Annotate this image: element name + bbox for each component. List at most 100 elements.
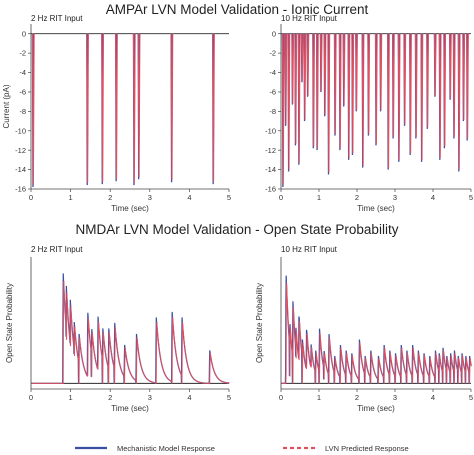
lvn-spike [409,33,412,154]
x-tick-label: 4 [187,193,191,202]
lvn-spike [433,33,437,96]
lvn-spike [281,33,285,185]
y-tick-label: -10 [15,126,26,135]
lvn-spike [347,33,351,158]
lvn-spike [457,33,461,170]
x-tick-label: 5 [227,393,231,402]
lvn-spike [294,33,298,144]
lvn-spike [426,33,429,128]
x-tick-label: 2 [355,393,359,402]
lvn-spike [319,33,323,92]
x-tick-label: 3 [393,193,397,202]
y-tick-label: -2 [19,49,26,58]
nmda-10hz-panel: 10 Hz RIT Input 0 1 2 3 4 5 Time (sec) Open Stat… [255,245,473,413]
y-tick-label: -8 [269,107,276,116]
lvn-spike [306,33,310,96]
x-tick-label: 1 [69,193,73,202]
y-tick-label: -16 [15,185,26,194]
x-tick-label: 2 [355,193,359,202]
panel-title: 2 Hz RIT Input [31,245,83,254]
lvn-spike [115,33,118,180]
mechanistic-trace [281,275,472,384]
y-tick-label: -2 [269,49,276,58]
lvn-spike [101,33,104,182]
panel-title: 2 Hz RIT Input [31,14,83,23]
y-axis-label: Open State Probability [255,283,264,363]
y-axis-label: Current (pA) [2,84,11,128]
lvn-spike [351,33,355,154]
nmda-2hz-panel: 2 Hz RIT Input 0 1 2 3 4 5 Time (sec) Open State… [5,245,231,413]
ampa-2hz-panel: 2 Hz RIT Input 0 1 2 3 4 5 0 -2 -4 -6 -8 -10 -12 -14 -1… [2,14,231,213]
lvn-spike [327,33,331,173]
ampa-10hz-panel: 10 Hz RIT Input 0 1 2 3 4 5 0 -2 -4 -6 -8 -10 -12 -14 -… [265,14,473,213]
x-tick-label: 3 [148,393,152,402]
x-tick-label: 1 [69,393,73,402]
x-tick-label: 4 [431,393,435,402]
y-tick-label: -6 [269,88,276,97]
lvn-spike [379,33,383,111]
y-tick-label: -14 [15,165,26,174]
lvn-spike [361,33,365,166]
legend-lvn-label: LVN Predicted Response [325,444,409,453]
lvn-spike [397,33,401,160]
x-tick-label: 0 [29,193,33,202]
lvn-spike [462,33,466,120]
lvn-spike [31,33,35,185]
x-axis-label: Time (sec) [111,204,149,213]
lvn-spike [333,33,337,135]
top-section-title: AMPAr LVN Model Validation - Ionic Curre… [106,2,369,17]
lvn-spike [300,33,304,82]
y-tick-label: -4 [19,68,26,77]
lvn-spike [287,33,291,170]
y-tick-label: -6 [19,88,26,97]
lvn-spike [212,33,215,182]
lvn-spike [420,33,424,160]
x-tick-label: 0 [279,393,283,402]
x-tick-label: 3 [393,393,397,402]
y-tick-label: 0 [22,29,26,38]
lvn-spike [449,33,452,99]
lvn-trace [31,281,230,385]
lvn-spike [86,33,89,183]
lvn-spike [392,33,395,137]
y-tick-label: -14 [265,165,276,174]
lvn-spike [137,33,141,178]
x-tick-label: 1 [317,393,321,402]
bottom-section-title: NMDAr LVN Model Validation - Open State … [76,222,399,237]
lvn-spike [297,33,301,163]
legend: Mechanistic Model Response LVN Predicted… [75,444,409,453]
x-tick-label: 0 [29,393,33,402]
x-tick-label: 5 [227,193,231,202]
lvn-spike [291,33,295,104]
lvn-trace [281,283,472,384]
lvn-spike [367,33,371,135]
lvn-spike [132,33,136,183]
lvn-spike [338,33,342,149]
y-tick-label: -8 [19,107,26,116]
x-tick-label: 2 [108,393,112,402]
lvn-spike [438,33,442,158]
x-axis-label: Time (sec) [357,404,395,413]
panel-title: 10 Hz RIT Input [281,245,338,254]
lvn-spike [316,33,319,149]
y-tick-label: -4 [269,68,276,77]
legend-mechanistic-label: Mechanistic Model Response [117,444,215,453]
x-axis-label: Time (sec) [111,404,149,413]
y-axis-label: Open State Probability [5,283,14,363]
lvn-spike [443,33,447,147]
lvn-spike [403,33,407,125]
x-tick-label: 5 [469,393,473,402]
x-tick-label: 2 [108,193,112,202]
x-axis-label: Time (sec) [357,204,395,213]
y-tick-label: -12 [265,146,276,155]
y-tick-label: -10 [265,126,276,135]
lvn-spike [170,33,174,180]
lvn-spike [312,33,315,147]
lvn-spike [374,33,378,144]
lvn-spike [303,33,307,120]
lvn-spike [284,33,288,125]
lvn-spike [466,33,469,139]
y-tick-label: -16 [265,185,276,194]
lvn-spike [387,33,390,168]
